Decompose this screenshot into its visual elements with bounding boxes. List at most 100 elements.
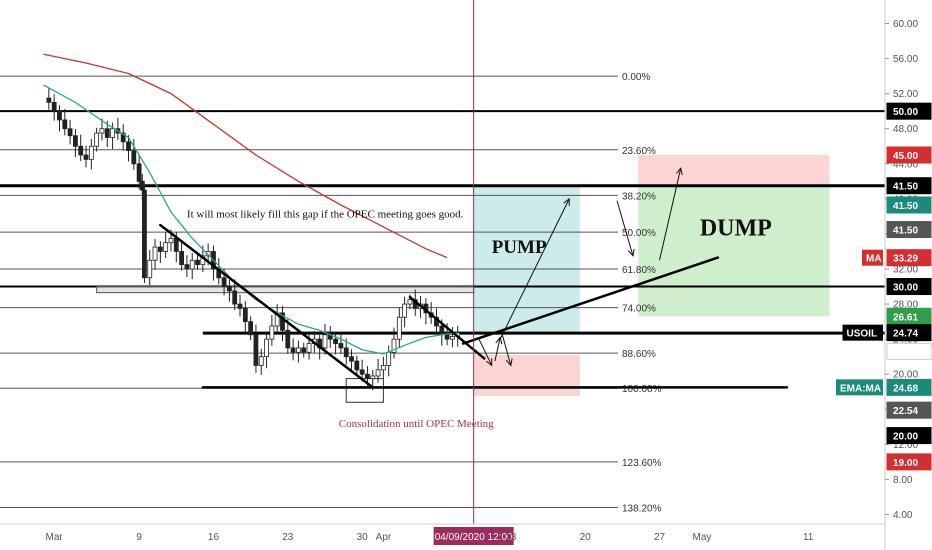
candle-body bbox=[444, 334, 450, 340]
price-tag-text-0: 50.00 bbox=[893, 107, 918, 118]
candle-body bbox=[338, 343, 344, 349]
fib-label-6: 88.60% bbox=[622, 349, 656, 360]
y-tick-label-10: 20.00 bbox=[893, 370, 918, 381]
candle-body bbox=[407, 299, 413, 305]
cursor-date-label: 04/09/2020 12:00 bbox=[435, 532, 513, 543]
side-label-1: MA bbox=[866, 254, 882, 265]
candle-body bbox=[333, 338, 338, 344]
price-tag-box-4 bbox=[886, 221, 932, 239]
candle-body bbox=[110, 128, 115, 138]
candle-body bbox=[242, 308, 248, 323]
candle-body bbox=[290, 347, 296, 353]
annotation-dump: DUMP bbox=[700, 216, 772, 242]
arrow-head-2 bbox=[676, 167, 683, 176]
candle-body bbox=[73, 135, 78, 147]
candle-body bbox=[46, 97, 52, 103]
candle-body bbox=[136, 163, 142, 182]
candle-body bbox=[104, 128, 110, 138]
candle-body bbox=[269, 325, 275, 340]
fib-label-7: 100.00% bbox=[622, 384, 662, 395]
arrow-shaft-5 bbox=[501, 334, 512, 366]
price-tag-text-5: 33.29 bbox=[893, 254, 918, 265]
side-label-box-2 bbox=[836, 379, 883, 396]
candle-body bbox=[301, 347, 307, 353]
y-tick-label-14: 4.00 bbox=[893, 510, 913, 521]
zone-profit-0 bbox=[473, 185, 580, 333]
candle-body bbox=[184, 264, 190, 270]
gap-box bbox=[96, 286, 475, 294]
arrow-shaft-1 bbox=[616, 200, 634, 256]
candle-body bbox=[402, 303, 408, 318]
ma-red-line bbox=[43, 53, 448, 259]
zones-layer bbox=[473, 155, 830, 397]
candle-body bbox=[99, 128, 105, 134]
arrow-head-3 bbox=[485, 358, 493, 367]
candle-body bbox=[57, 110, 62, 121]
candle-body bbox=[380, 365, 386, 371]
candle-body bbox=[163, 242, 169, 252]
side-label-box-1 bbox=[862, 249, 883, 266]
arrow-shaft-3 bbox=[478, 338, 493, 366]
candle-body bbox=[157, 246, 163, 252]
candle-body bbox=[280, 312, 285, 331]
candle-body bbox=[83, 154, 89, 160]
candle-body bbox=[264, 338, 269, 358]
trendline-1 bbox=[408, 295, 486, 360]
candle-body bbox=[120, 132, 126, 143]
candle-body bbox=[258, 356, 264, 366]
price-tag-box-1 bbox=[886, 146, 932, 164]
y-tick-label-12: 12.00 bbox=[893, 440, 918, 451]
candle-body bbox=[226, 286, 232, 292]
annotation-pump: PUMP bbox=[492, 237, 547, 258]
cursor-date-box bbox=[433, 527, 514, 545]
arrow-head-0 bbox=[563, 197, 570, 206]
candle-body bbox=[386, 351, 392, 366]
candle-body bbox=[296, 347, 301, 353]
zone-profit-2 bbox=[638, 185, 830, 317]
price-tag-box-5 bbox=[886, 249, 932, 267]
candle-body bbox=[359, 369, 365, 375]
candle-body bbox=[349, 356, 354, 362]
x-tick-label-6: 13 bbox=[505, 532, 517, 543]
candle-body bbox=[189, 259, 195, 270]
price-tag-box-13 bbox=[886, 453, 932, 471]
candle-body bbox=[370, 375, 376, 379]
fib-label-3: 50.00% bbox=[622, 228, 656, 239]
price-tag-text-8: 24.74 bbox=[893, 329, 918, 340]
price-tag-box-9 bbox=[886, 342, 932, 360]
consolidation-box bbox=[345, 378, 384, 403]
y-tick-label-2: 52.00 bbox=[893, 89, 918, 100]
fib-label-8: 123.60% bbox=[622, 458, 662, 469]
price-tag-text-7: 26.61 bbox=[893, 312, 918, 323]
price-tag-text-3: 41.50 bbox=[893, 201, 918, 212]
arrow-head-4 bbox=[495, 336, 503, 345]
y-tick-label-3: 48.00 bbox=[893, 124, 918, 135]
price-tag-text-6: 30.00 bbox=[893, 283, 918, 294]
candle-body bbox=[62, 119, 68, 130]
candle-body bbox=[173, 237, 179, 252]
x-tick-label-8: 27 bbox=[654, 532, 666, 543]
price-tag-text-11: 22.54 bbox=[893, 406, 918, 417]
candle-body bbox=[205, 251, 211, 257]
candle-body bbox=[131, 150, 137, 165]
fib-label-0: 0.00% bbox=[622, 72, 650, 83]
candle-body bbox=[322, 334, 328, 349]
candle-body bbox=[152, 246, 158, 261]
arrows-layer bbox=[478, 167, 683, 367]
candle-body bbox=[179, 251, 185, 266]
candle-body bbox=[147, 259, 153, 279]
trendline-0 bbox=[159, 223, 375, 389]
candle-body bbox=[450, 336, 455, 340]
price-tag-box-12 bbox=[886, 427, 932, 445]
fib-label-1: 23.60% bbox=[622, 146, 656, 157]
price-tag-box-2 bbox=[886, 177, 932, 195]
arrow-shaft-0 bbox=[499, 198, 570, 340]
candle-body bbox=[391, 338, 397, 353]
x-tick-label-1: 9 bbox=[136, 532, 142, 543]
candle-body bbox=[375, 369, 381, 377]
candle-body bbox=[253, 334, 259, 366]
annotation-consolidation: Consolidation until OPEC Meeting bbox=[339, 418, 494, 430]
candle-body bbox=[237, 303, 243, 309]
series-layer bbox=[43, 53, 461, 391]
